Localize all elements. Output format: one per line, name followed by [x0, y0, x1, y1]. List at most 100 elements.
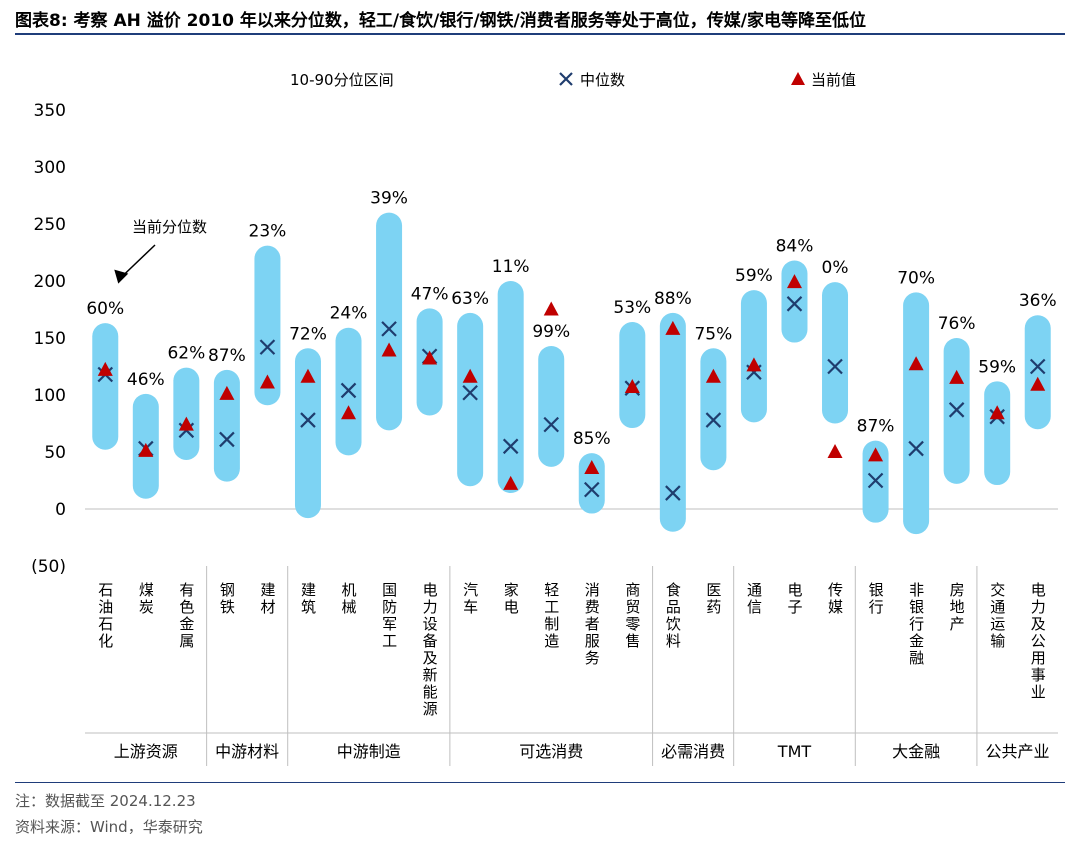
percentile-label: 23%: [249, 222, 287, 242]
category-label: 通信: [745, 582, 763, 616]
percentile-label: 76%: [938, 314, 976, 334]
category-label: 国防军工: [380, 582, 398, 650]
category-label: 食品饮料: [664, 582, 682, 650]
range-bar: [173, 367, 200, 460]
percentile-label: 75%: [694, 324, 732, 344]
group-label: 中游材料: [215, 742, 279, 761]
group-label: 中游制造: [337, 742, 401, 761]
current-marker: [381, 342, 397, 357]
group-label: 上游资源: [114, 742, 178, 761]
category-label: 医药: [704, 582, 722, 616]
median-marker: [259, 339, 276, 355]
range-bar: [903, 292, 930, 535]
range-bar: [700, 348, 727, 471]
current-marker: [1030, 376, 1046, 391]
median-marker: [948, 402, 965, 418]
range-bar: [740, 290, 767, 423]
median-marker: [502, 438, 519, 455]
current-marker: [989, 405, 1005, 420]
legend-current-marker: [791, 72, 805, 85]
percentile-label: 88%: [654, 289, 692, 309]
current-marker: [584, 459, 600, 474]
category-label: 有色金属: [177, 582, 195, 650]
percentile-label: 62%: [167, 344, 205, 364]
percentile-label: 99%: [532, 322, 570, 342]
median-marker: [1029, 358, 1046, 375]
percentile-label: 63%: [451, 289, 489, 309]
percentile-label: 46%: [127, 370, 165, 390]
group-label: TMT: [777, 742, 812, 761]
range-bar: [578, 453, 605, 514]
range-bar: [254, 245, 281, 406]
percentile-label: 11%: [492, 257, 530, 277]
percentile-label: 84%: [776, 236, 814, 256]
range-bar: [822, 282, 849, 424]
median-marker: [543, 416, 560, 433]
bottom-rule: [15, 782, 1065, 783]
current-marker: [665, 320, 681, 335]
median-marker: [908, 440, 924, 457]
category-label: 消费者服务: [583, 582, 601, 667]
current-marker: [138, 442, 154, 457]
current-marker: [503, 475, 519, 490]
current-marker: [949, 369, 965, 384]
range-bar: [457, 312, 484, 487]
group-label: 大金融: [892, 742, 940, 761]
current-marker: [705, 368, 721, 383]
legend-range-label: 10-90分位区间: [290, 71, 394, 89]
range-bar: [213, 369, 240, 482]
percentile-label: 72%: [289, 324, 327, 344]
percentile-label: 0%: [822, 258, 849, 278]
current-marker: [827, 444, 843, 458]
range-bar: [538, 345, 565, 467]
legend-median-label: 中位数: [580, 71, 625, 89]
y-tick-label: 0: [55, 500, 66, 520]
group-label: 公共产业: [985, 742, 1049, 761]
category-label: 石油石化: [96, 582, 114, 650]
category-label: 钢铁: [218, 582, 236, 616]
current-marker: [746, 357, 762, 372]
percentile-label: 39%: [370, 189, 408, 209]
y-tick-label: 150: [34, 329, 66, 349]
current-marker: [868, 447, 884, 462]
category-label: 汽车: [461, 582, 479, 616]
legend-current-label: 当前值: [811, 71, 856, 89]
y-tick-label: 350: [34, 101, 66, 121]
current-marker: [341, 405, 357, 420]
percentile-label: 36%: [1019, 291, 1057, 311]
percentile-label: 59%: [978, 357, 1016, 377]
range-bar: [659, 312, 686, 532]
category-label: 建筑: [299, 582, 317, 616]
category-label: 银行: [867, 582, 885, 616]
median-marker: [867, 472, 884, 489]
range-bar: [984, 381, 1011, 486]
category-label: 非银行金融: [907, 582, 925, 667]
median-marker: [340, 382, 357, 399]
current-marker: [543, 301, 559, 316]
current-marker: [259, 374, 275, 389]
percentile-label: 53%: [613, 298, 651, 318]
median-marker: [665, 485, 681, 501]
median-marker: [705, 412, 722, 428]
title-rule: [15, 33, 1065, 35]
percentile-label: 85%: [573, 429, 611, 449]
percentile-label: 87%: [857, 417, 895, 437]
range-bar: [781, 260, 808, 343]
category-label: 传媒: [826, 582, 844, 616]
group-label: 必需消费: [661, 742, 725, 761]
current-marker: [219, 385, 235, 400]
range-bar: [376, 212, 403, 431]
median-marker: [381, 321, 397, 337]
category-label: 轻工制造: [542, 582, 560, 650]
category-label: 家电: [502, 582, 520, 616]
range-bar: [92, 323, 119, 450]
current-marker: [97, 361, 113, 376]
percentile-label: 24%: [330, 304, 368, 324]
y-tick-label: 250: [34, 215, 66, 235]
median-marker: [786, 296, 803, 312]
category-label: 房地产: [948, 582, 966, 633]
category-label: 机械: [340, 582, 358, 616]
median-marker: [219, 431, 235, 448]
current-marker: [300, 368, 316, 383]
percentile-label: 70%: [897, 268, 935, 288]
